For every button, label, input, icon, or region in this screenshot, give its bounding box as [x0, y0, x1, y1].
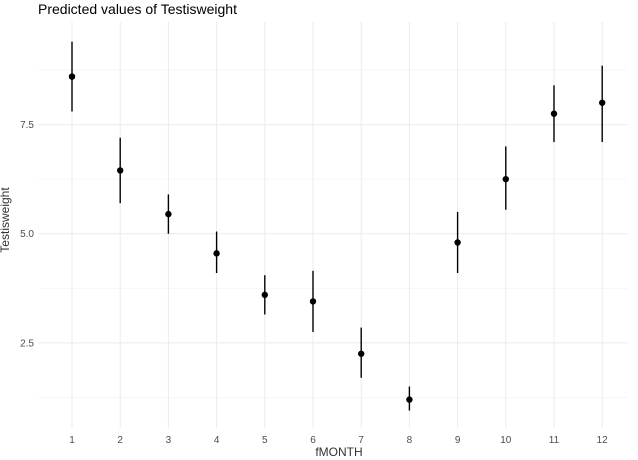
y-axis-ticks: 2.5 5.0 7.5 — [20, 120, 34, 349]
data-point — [550, 110, 558, 117]
x-tick-label: 7 — [358, 435, 364, 446]
x-tick-label: 3 — [166, 435, 172, 446]
y-tick-label: 5.0 — [20, 229, 34, 240]
x-tick-label: 1 — [69, 435, 75, 446]
y-axis-title: Testisweight — [0, 187, 12, 253]
data-point — [309, 298, 317, 305]
data-point — [406, 396, 413, 403]
x-axis-title: fMONTH — [315, 445, 362, 459]
error-bars — [71, 41, 603, 411]
data-point — [599, 99, 606, 106]
x-tick-label: 5 — [262, 435, 268, 446]
x-tick-label: 9 — [455, 435, 461, 446]
x-tick-label: 6 — [310, 435, 316, 446]
data-point — [213, 250, 220, 257]
data-point — [68, 73, 76, 80]
x-axis-ticks: 1 2 3 4 5 6 7 8 9 10 11 12 — [69, 435, 608, 446]
y-tick-label: 2.5 — [20, 338, 34, 349]
x-tick-label: 2 — [117, 435, 123, 446]
x-tick-label: 4 — [214, 435, 220, 446]
data-point — [261, 291, 268, 299]
chart-title: Predicted values of Testisweight — [38, 1, 237, 17]
data-points — [68, 73, 606, 403]
grid-lines — [38, 22, 628, 428]
data-point — [454, 239, 461, 246]
data-point — [502, 175, 509, 183]
data-point — [358, 350, 365, 357]
data-point — [117, 167, 124, 174]
x-tick-label: 11 — [549, 435, 560, 446]
data-point — [165, 210, 172, 218]
y-tick-label: 7.5 — [20, 120, 34, 131]
x-tick-label: 12 — [597, 435, 609, 446]
x-tick-label: 8 — [407, 435, 413, 446]
x-tick-label: 10 — [500, 435, 512, 446]
